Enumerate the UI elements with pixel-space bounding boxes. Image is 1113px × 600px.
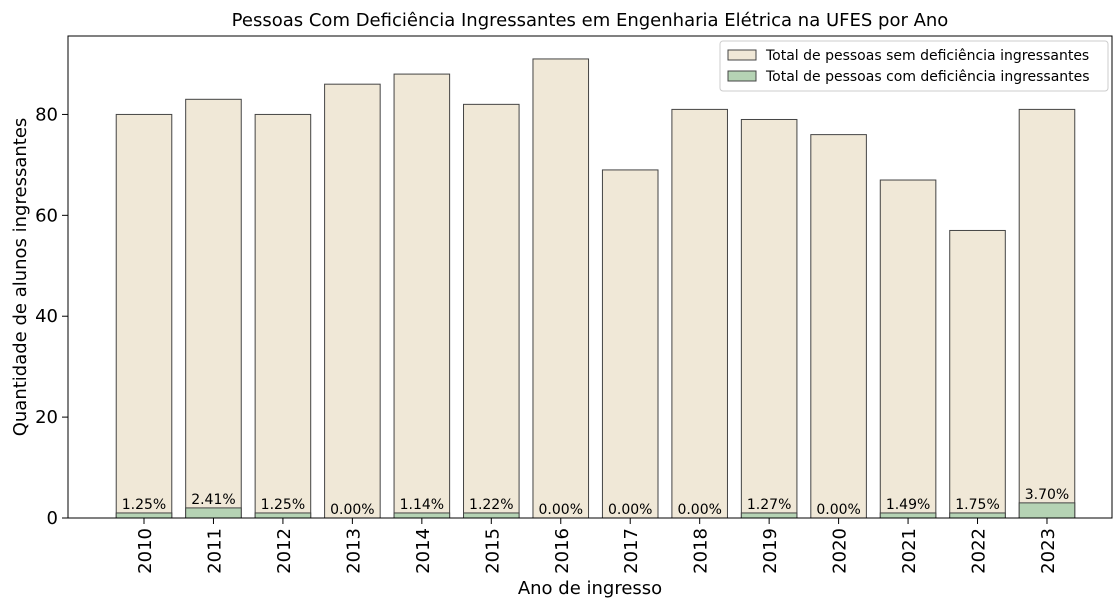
- annotation: 0.00%: [330, 502, 374, 518]
- annotation: 1.22%: [469, 497, 513, 513]
- annotation: 1.25%: [122, 497, 166, 513]
- bar: [601, 169, 659, 519]
- x-tick-label: 2016: [552, 528, 573, 574]
- x-tick-label: 2011: [204, 528, 225, 574]
- x-tick-label: 2017: [621, 528, 642, 574]
- x-tick-label: 2019: [760, 528, 781, 574]
- x-tick-label: 2010: [135, 528, 156, 574]
- chart-title: Pessoas Com Deficiência Ingressantes em …: [232, 10, 949, 31]
- bar: [740, 118, 798, 519]
- x-tick-label: 2015: [482, 528, 503, 574]
- x-tick-label: 2013: [343, 528, 364, 574]
- bar: [324, 83, 381, 519]
- annotation: 1.49%: [886, 497, 930, 513]
- legend-box: [719, 40, 1109, 92]
- bar: [393, 73, 451, 519]
- y-axis-label: Quantidade de alunos ingressantes: [10, 118, 31, 437]
- bar: [879, 512, 937, 519]
- y-tick-label: 40: [35, 306, 58, 327]
- annotation: 1.25%: [261, 497, 305, 513]
- y-tick-label: 80: [35, 104, 58, 125]
- bar: [532, 58, 590, 519]
- annotation: 0.00%: [539, 502, 583, 518]
- bar: [254, 113, 312, 519]
- x-tick-label: 2023: [1038, 528, 1059, 574]
- x-tick-label: 2021: [899, 528, 920, 574]
- bar: [1018, 108, 1076, 519]
- bar: [463, 512, 520, 519]
- x-tick-label: 2018: [691, 528, 712, 574]
- bar: [810, 134, 867, 519]
- x-tick-label: 2012: [274, 528, 295, 574]
- annotation: 1.75%: [955, 497, 999, 513]
- bar: [671, 108, 728, 519]
- bar: [949, 512, 1006, 519]
- x-tick-label: 2014: [413, 528, 434, 574]
- annotation: 3.70%: [1025, 487, 1069, 503]
- bar: [115, 113, 173, 519]
- plot-frame: [67, 35, 1113, 519]
- bar: [393, 512, 451, 519]
- annotation: 2.41%: [191, 492, 235, 508]
- bar: [115, 512, 173, 519]
- y-tick-label: 0: [47, 508, 58, 529]
- y-tick-label: 20: [35, 407, 58, 428]
- bar: [463, 103, 520, 519]
- x-axis-label: Ano de ingresso: [518, 578, 662, 599]
- x-tick-label: 2022: [969, 528, 990, 574]
- bar: [185, 507, 242, 519]
- bar: [740, 512, 798, 519]
- x-tick-label: 2020: [830, 528, 851, 574]
- y-tick-label: 60: [35, 205, 58, 226]
- annotation: 0.00%: [816, 502, 860, 518]
- annotation: 0.00%: [608, 502, 652, 518]
- legend-label: Total de pessoas com deficiência ingress…: [765, 69, 1090, 85]
- bar: [949, 229, 1006, 519]
- bar: [185, 98, 242, 519]
- bar: [254, 512, 312, 519]
- bar: [1018, 502, 1076, 519]
- annotation: 1.14%: [400, 497, 444, 513]
- legend-swatch: [727, 49, 757, 61]
- legend-swatch: [727, 70, 757, 82]
- bar: [879, 179, 937, 519]
- legend-label: Total de pessoas sem deficiência ingress…: [765, 48, 1089, 64]
- annotation: 1.27%: [747, 497, 791, 513]
- annotation: 0.00%: [677, 502, 721, 518]
